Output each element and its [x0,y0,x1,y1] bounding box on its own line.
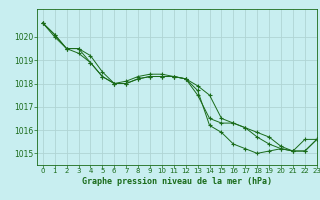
X-axis label: Graphe pression niveau de la mer (hPa): Graphe pression niveau de la mer (hPa) [82,177,272,186]
